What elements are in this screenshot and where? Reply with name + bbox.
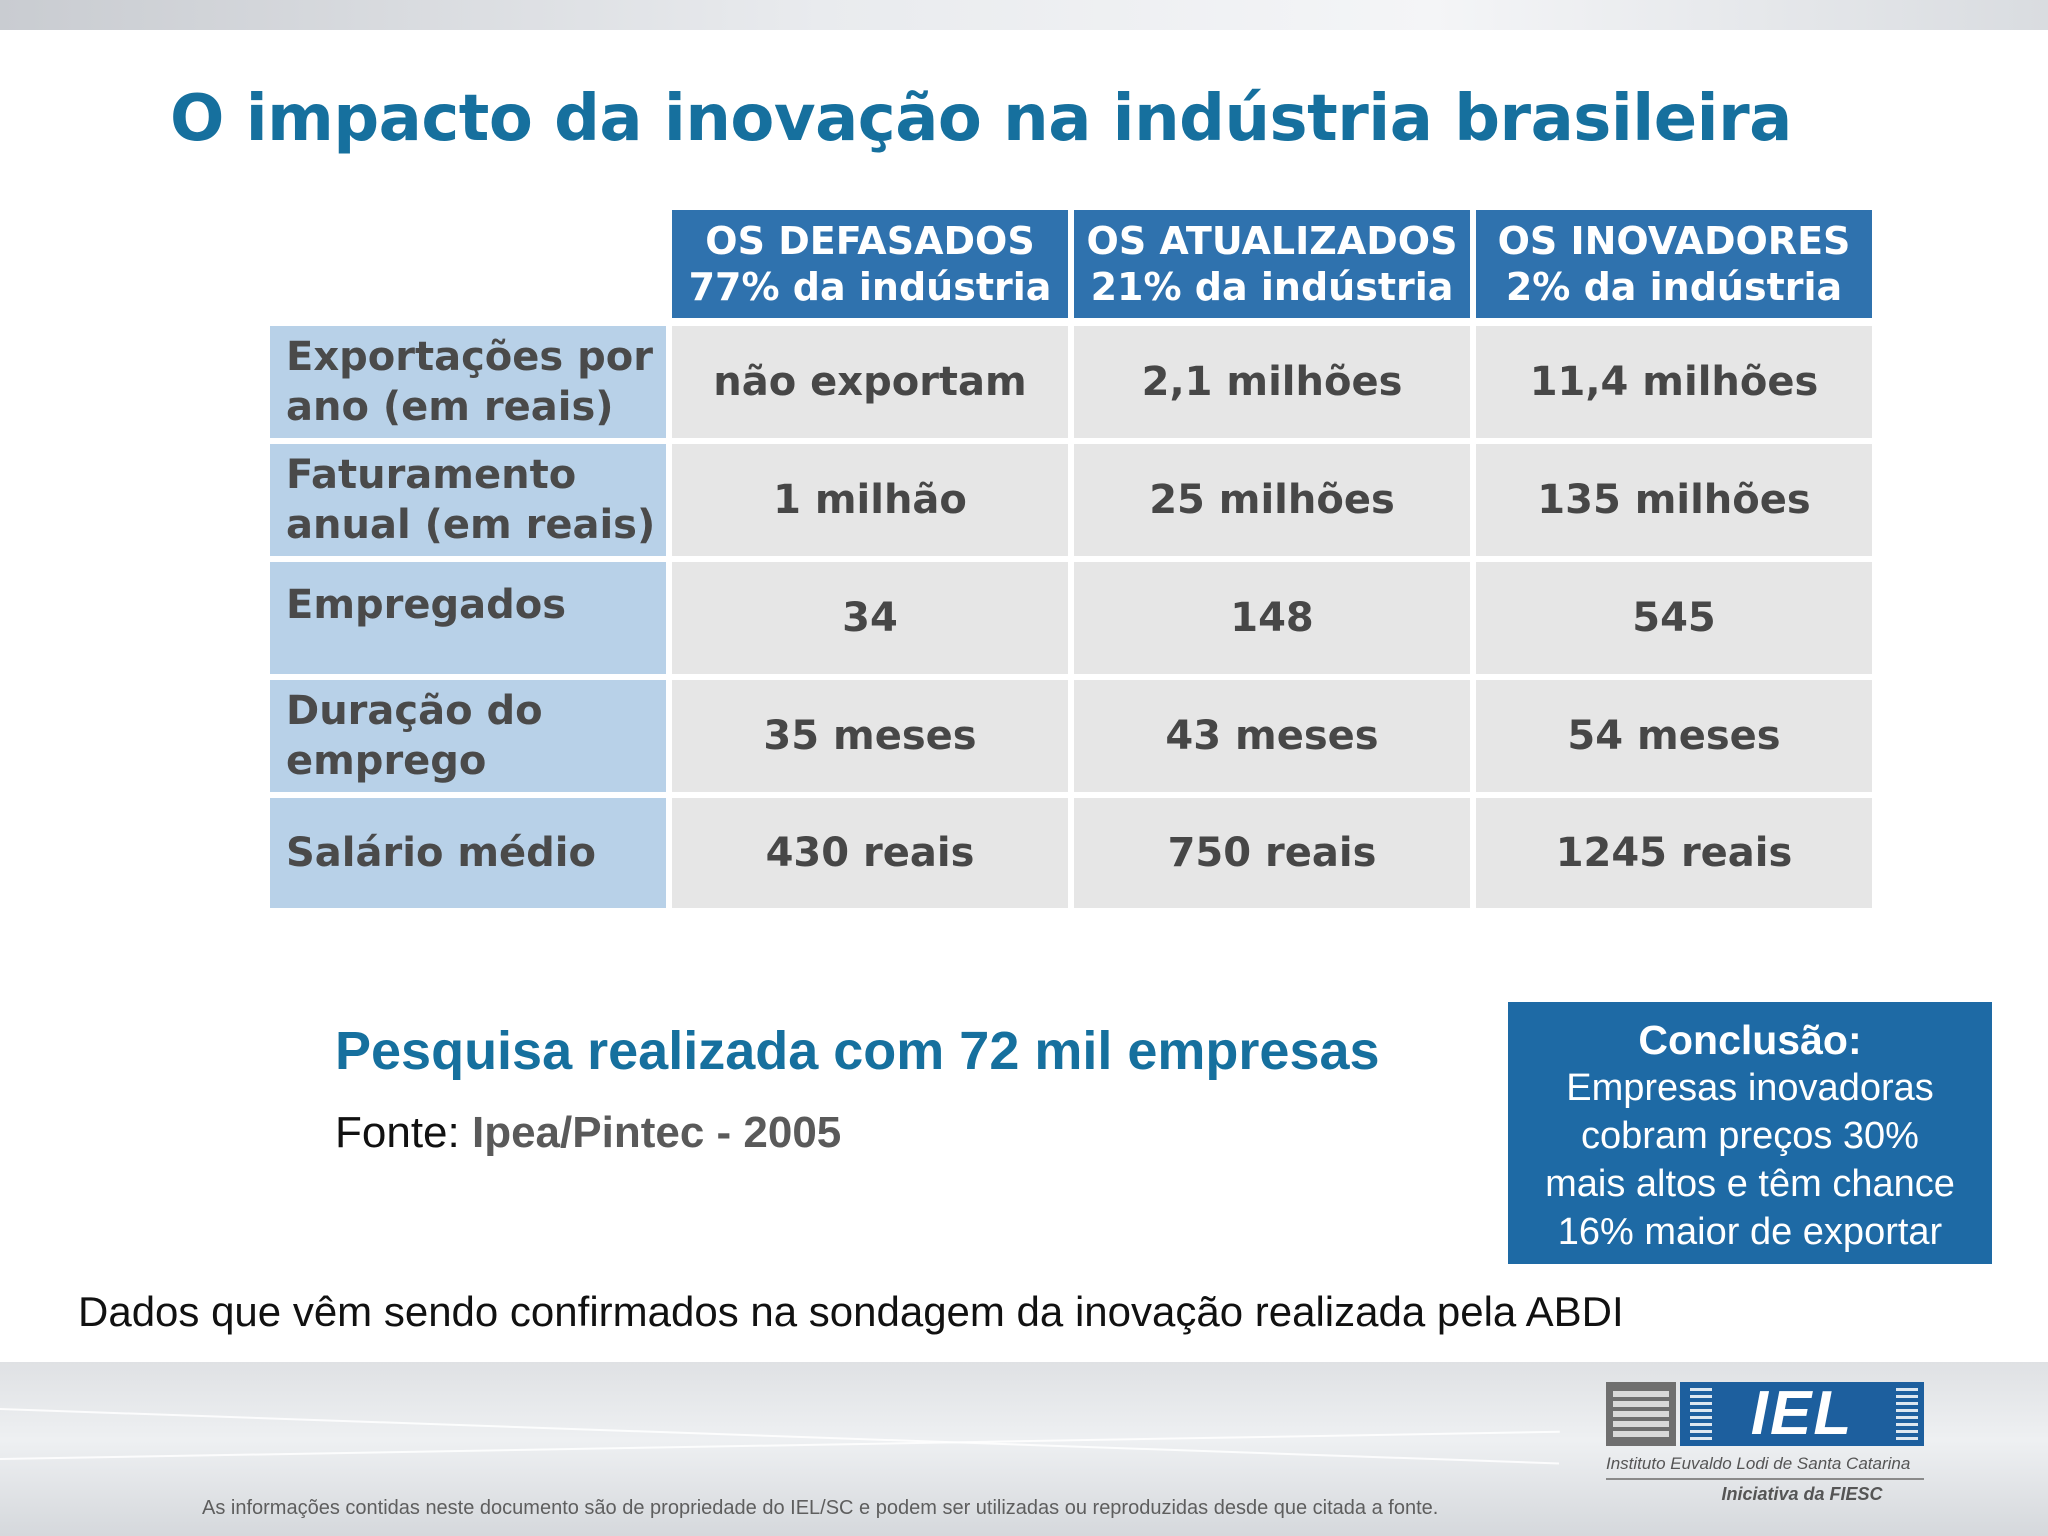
table-cell: 1245 reais (1476, 798, 1872, 908)
source-value: Ipea/Pintec - 2005 (471, 1108, 842, 1157)
table-cell: 1 milhão (672, 444, 1068, 556)
conclusion-box: Conclusão: Empresas inovadoras cobram pr… (1508, 1002, 1992, 1264)
row-header-empregados: Empregados (270, 562, 666, 674)
source-line: Fonte: Ipea/Pintec - 2005 (335, 1108, 841, 1158)
table-cell: 11,4 milhões (1476, 326, 1872, 438)
table-cell: 545 (1476, 562, 1872, 674)
fiesc-stack-label (1613, 1411, 1669, 1417)
table-cell: 430 reais (672, 798, 1068, 908)
conclusion-line: cobram preços 30% (1581, 1115, 1919, 1157)
fiesc-stack-label (1613, 1391, 1669, 1397)
footer-disclaimer: As informações contidas neste documento … (202, 1497, 1439, 1519)
table-cell: 135 milhões (1476, 444, 1872, 556)
table-cell: 34 (672, 562, 1068, 674)
table-cell: 750 reais (1074, 798, 1470, 908)
fiesc-stack-label (1613, 1421, 1669, 1427)
research-headline: Pesquisa realizada com 72 mil empresas (335, 1021, 1380, 1081)
row-label-line2: anual (em reais) (286, 502, 656, 548)
column-name: OS DEFASADOS (705, 219, 1035, 263)
abdi-note: Dados que vêm sendo confirmados na sonda… (78, 1288, 1624, 1335)
top-decorative-band (0, 0, 2048, 30)
table-cell: 148 (1074, 562, 1470, 674)
logo-divider (1606, 1478, 1924, 1480)
conclusion-line: 16% maior de exportar (1557, 1211, 1943, 1253)
column-header-atualizados: OS ATUALIZADOS 21% da indústria (1074, 210, 1470, 318)
row-label-line1: Empregados (286, 582, 567, 628)
column-header-inovadores: OS INOVADORES 2% da indústria (1476, 210, 1872, 318)
institute-name: Instituto Euvaldo Lodi de Santa Catarina (1606, 1454, 1911, 1473)
column-header-defasados: OS DEFASADOS 77% da indústria (672, 210, 1068, 318)
row-header-faturamento: Faturamento anual (em reais) (270, 444, 666, 556)
column-name: OS INOVADORES (1497, 219, 1851, 263)
iel-logo: IEL Instituto Euvaldo Lodi de Santa Cata… (1606, 1382, 1924, 1506)
fiesc-stack-label (1613, 1431, 1669, 1437)
column-share: 2% da indústria (1505, 265, 1843, 309)
slide-title: O impacto da inovação na indústria brasi… (170, 82, 1792, 156)
column-share: 77% da indústria (688, 265, 1052, 309)
row-label-line1: Faturamento (286, 452, 577, 498)
row-header-duracao: Duração do emprego (270, 680, 666, 792)
row-label-line2: emprego (286, 738, 487, 784)
table-cell: 2,1 milhões (1074, 326, 1470, 438)
row-label-line2: ano (em reais) (286, 384, 614, 430)
row-label-line1: Exportações por (286, 334, 653, 380)
table-cell: 54 meses (1476, 680, 1872, 792)
fiesc-stack-label (1613, 1401, 1669, 1407)
table-cell: 25 milhões (1074, 444, 1470, 556)
column-share: 21% da indústria (1090, 265, 1454, 309)
table-cell: 43 meses (1074, 680, 1470, 792)
iel-logo-mark: IEL (1680, 1382, 1924, 1446)
fiesc-system-logo (1606, 1382, 1676, 1446)
table-cell: 35 meses (672, 680, 1068, 792)
source-label: Fonte: (335, 1108, 460, 1157)
row-label-line1: Duração do (286, 688, 543, 734)
initiative-label: Iniciativa da FIESC (1721, 1484, 1883, 1504)
conclusion-line: mais altos e têm chance (1545, 1163, 1955, 1205)
table-cell: não exportam (672, 326, 1068, 438)
row-label-line1: Salário médio (286, 830, 596, 876)
row-header-salario: Salário médio (270, 798, 666, 908)
iel-logo-text: IEL (1750, 1379, 1854, 1448)
conclusion-line: Empresas inovadoras (1566, 1067, 1934, 1109)
row-header-exportacoes: Exportações por ano (em reais) (270, 326, 666, 438)
logo-bars-right (1896, 1388, 1918, 1440)
conclusion-title: Conclusão: (1638, 1017, 1862, 1063)
column-name: OS ATUALIZADOS (1086, 219, 1458, 263)
logo-bars-left (1690, 1388, 1712, 1440)
